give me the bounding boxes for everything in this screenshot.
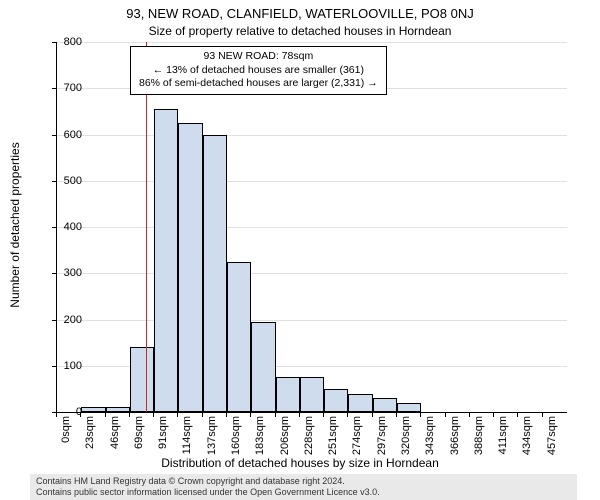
page-title: 93, NEW ROAD, CLANFIELD, WATERLOOVILLE, … <box>0 6 600 21</box>
annotation-line-2: ← 13% of detached houses are smaller (36… <box>139 64 378 78</box>
histogram-bar <box>397 403 421 412</box>
histogram-bar <box>276 377 300 412</box>
histogram-bar <box>300 377 324 412</box>
xtick-label: 434sqm <box>521 416 533 456</box>
property-marker-line <box>146 42 147 412</box>
chart-container: 93, NEW ROAD, CLANFIELD, WATERLOOVILLE, … <box>0 0 600 500</box>
annotation-callout: 93 NEW ROAD: 78sqm ← 13% of detached hou… <box>130 46 387 95</box>
xtick-label: 228sqm <box>303 416 315 456</box>
x-axis-label: Distribution of detached houses by size … <box>0 456 600 470</box>
footer-line-1: Contains HM Land Registry data © Crown c… <box>36 476 571 487</box>
xtick-label: 206sqm <box>279 416 291 456</box>
xtick-label: 69sqm <box>133 416 145 456</box>
histogram-bar <box>251 322 275 412</box>
histogram-bar <box>348 394 372 413</box>
histogram-bar <box>130 347 154 412</box>
ytick-label: 200 <box>52 314 82 326</box>
xtick-label: 457sqm <box>546 416 558 456</box>
histogram-bar <box>106 407 130 412</box>
page-subtitle: Size of property relative to detached ho… <box>0 24 600 38</box>
attribution-footer: Contains HM Land Registry data © Crown c… <box>30 474 577 500</box>
histogram-bar <box>178 123 202 412</box>
histogram-bar <box>227 262 251 412</box>
xtick-label: 274sqm <box>351 416 363 456</box>
xtick-label: 137sqm <box>206 416 218 456</box>
ytick-label: 400 <box>52 221 82 233</box>
xtick-label: 0sqm <box>60 416 72 456</box>
y-axis-label: Number of detached properties <box>8 142 22 307</box>
ytick-label: 600 <box>52 129 82 141</box>
xtick-label: 343sqm <box>424 416 436 456</box>
xtick-label: 23sqm <box>84 416 96 456</box>
histogram-bar <box>203 135 227 413</box>
ytick-label: 800 <box>52 36 82 48</box>
histogram-bar <box>81 407 105 412</box>
xtick-label: 366sqm <box>449 416 461 456</box>
ytick-label: 700 <box>52 82 82 94</box>
xtick-label: 46sqm <box>109 416 121 456</box>
histogram-bar <box>154 109 178 412</box>
histogram-bar <box>373 398 397 412</box>
xtick-label: 388sqm <box>473 416 485 456</box>
xtick-label: 91sqm <box>157 416 169 456</box>
xtick-label: 411sqm <box>497 416 509 456</box>
histogram-bar <box>324 389 348 412</box>
ytick-label: 100 <box>52 360 82 372</box>
ytick-label: 300 <box>52 267 82 279</box>
annotation-line-1: 93 NEW ROAD: 78sqm <box>139 50 378 64</box>
xtick-label: 160sqm <box>230 416 242 456</box>
xtick-label: 297sqm <box>376 416 388 456</box>
xtick-label: 114sqm <box>181 416 193 456</box>
xtick-label: 183sqm <box>254 416 266 456</box>
annotation-line-3: 86% of semi-detached houses are larger (… <box>139 77 378 91</box>
plot-area <box>56 42 567 413</box>
xtick-label: 320sqm <box>400 416 412 456</box>
ytick-label: 500 <box>52 175 82 187</box>
footer-line-2: Contains public sector information licen… <box>36 487 571 498</box>
xtick-label: 251sqm <box>327 416 339 456</box>
